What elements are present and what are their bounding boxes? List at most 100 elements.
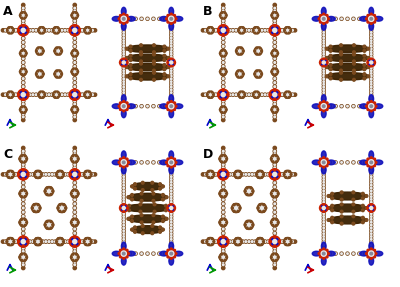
Circle shape: [216, 173, 220, 176]
Circle shape: [274, 264, 276, 265]
Circle shape: [370, 206, 373, 210]
Circle shape: [85, 238, 87, 240]
Circle shape: [73, 156, 76, 160]
Circle shape: [22, 182, 24, 184]
Circle shape: [123, 227, 124, 229]
Circle shape: [170, 20, 173, 23]
Circle shape: [153, 203, 156, 206]
Circle shape: [218, 173, 220, 176]
Circle shape: [222, 232, 225, 235]
Circle shape: [322, 28, 325, 31]
Circle shape: [6, 94, 8, 96]
Circle shape: [322, 47, 325, 50]
Circle shape: [273, 26, 276, 29]
Circle shape: [72, 224, 74, 226]
Circle shape: [322, 36, 325, 39]
Circle shape: [211, 170, 213, 172]
Circle shape: [152, 53, 155, 56]
Circle shape: [273, 118, 276, 122]
Circle shape: [22, 26, 24, 28]
Circle shape: [17, 94, 19, 96]
Circle shape: [170, 47, 173, 50]
Circle shape: [22, 77, 25, 80]
Circle shape: [274, 66, 276, 67]
Circle shape: [359, 105, 360, 107]
Circle shape: [73, 93, 76, 96]
Circle shape: [56, 237, 64, 246]
Circle shape: [22, 13, 25, 16]
Circle shape: [273, 85, 276, 88]
Circle shape: [327, 161, 329, 164]
Circle shape: [352, 203, 355, 206]
Circle shape: [329, 105, 330, 107]
Circle shape: [329, 59, 332, 61]
Circle shape: [273, 198, 276, 201]
Circle shape: [170, 178, 173, 181]
Circle shape: [278, 173, 280, 176]
Ellipse shape: [131, 226, 164, 234]
Circle shape: [241, 240, 244, 243]
Circle shape: [222, 199, 224, 200]
Circle shape: [353, 18, 354, 20]
Circle shape: [222, 100, 224, 102]
Circle shape: [254, 28, 258, 32]
Circle shape: [322, 64, 325, 67]
Circle shape: [373, 21, 376, 23]
Circle shape: [123, 32, 124, 33]
Circle shape: [18, 25, 29, 36]
Circle shape: [277, 158, 279, 160]
Circle shape: [73, 232, 76, 235]
Circle shape: [274, 207, 276, 209]
Circle shape: [22, 14, 24, 15]
Circle shape: [226, 158, 228, 160]
Circle shape: [273, 73, 276, 76]
Circle shape: [222, 45, 225, 48]
Circle shape: [322, 226, 325, 230]
Ellipse shape: [312, 16, 321, 21]
Circle shape: [259, 205, 264, 211]
Circle shape: [322, 249, 325, 252]
Circle shape: [274, 14, 276, 15]
Circle shape: [237, 204, 239, 206]
Circle shape: [70, 158, 72, 160]
Circle shape: [76, 196, 77, 197]
Circle shape: [122, 169, 125, 172]
Circle shape: [73, 29, 76, 32]
Circle shape: [323, 170, 324, 172]
Circle shape: [22, 185, 25, 189]
Circle shape: [363, 73, 366, 75]
Circle shape: [229, 94, 230, 96]
Circle shape: [22, 177, 25, 180]
Circle shape: [82, 241, 83, 243]
Circle shape: [370, 236, 372, 237]
Text: D: D: [203, 148, 213, 161]
Circle shape: [123, 204, 124, 205]
Circle shape: [76, 174, 78, 175]
Circle shape: [34, 29, 38, 32]
Circle shape: [222, 89, 225, 92]
Circle shape: [123, 97, 124, 99]
Circle shape: [370, 13, 372, 15]
Circle shape: [370, 17, 373, 20]
Circle shape: [207, 27, 214, 34]
Circle shape: [370, 219, 372, 220]
Circle shape: [220, 170, 227, 178]
Circle shape: [238, 30, 240, 31]
Circle shape: [222, 264, 224, 265]
Circle shape: [85, 91, 87, 93]
Circle shape: [74, 251, 76, 252]
Circle shape: [123, 65, 124, 66]
Circle shape: [73, 57, 76, 60]
Circle shape: [370, 47, 373, 50]
Circle shape: [73, 29, 76, 32]
Circle shape: [73, 41, 76, 44]
Circle shape: [222, 186, 224, 188]
Circle shape: [222, 98, 224, 100]
Circle shape: [74, 100, 76, 102]
Circle shape: [151, 232, 154, 234]
Circle shape: [56, 241, 58, 243]
Circle shape: [71, 12, 78, 19]
Circle shape: [6, 93, 10, 96]
Circle shape: [273, 106, 276, 109]
Circle shape: [226, 241, 229, 243]
